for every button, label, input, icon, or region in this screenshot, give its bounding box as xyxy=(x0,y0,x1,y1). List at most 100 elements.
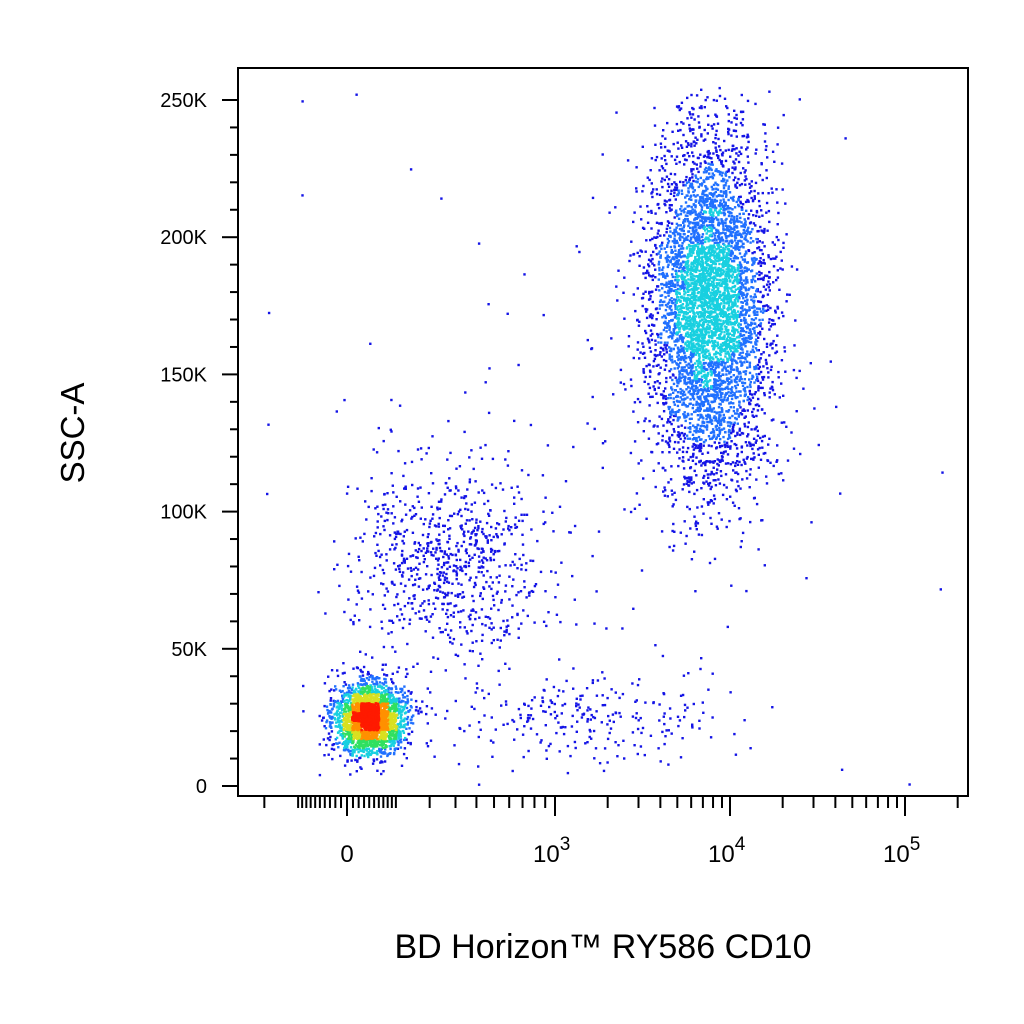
data-point xyxy=(560,561,563,564)
data-point xyxy=(774,257,777,260)
data-point xyxy=(688,371,692,375)
data-point xyxy=(480,457,484,460)
data-point xyxy=(680,345,683,348)
data-point xyxy=(455,487,458,490)
data-point xyxy=(736,452,740,456)
data-point xyxy=(379,755,383,758)
data-point xyxy=(651,323,654,326)
data-point xyxy=(489,559,492,562)
data-point xyxy=(717,155,720,158)
data-point xyxy=(768,354,771,357)
data-point xyxy=(689,356,692,360)
data-point xyxy=(658,415,661,418)
data-point xyxy=(746,268,749,271)
data-point xyxy=(413,594,416,597)
data-point xyxy=(684,419,687,423)
data-point xyxy=(654,244,657,247)
data-point xyxy=(710,185,713,189)
data-point xyxy=(682,282,686,285)
data-point xyxy=(626,159,630,162)
data-point xyxy=(674,198,677,201)
data-point xyxy=(631,682,634,685)
data-point xyxy=(441,630,444,634)
data-point xyxy=(745,321,748,324)
data-point xyxy=(681,456,685,459)
data-point xyxy=(654,276,657,279)
data-point xyxy=(498,574,501,577)
data-point xyxy=(370,477,373,480)
data-point xyxy=(757,385,760,388)
data-point xyxy=(725,373,728,376)
data-point xyxy=(572,445,575,449)
data-point xyxy=(440,498,443,501)
data-point xyxy=(769,461,772,464)
data-point xyxy=(644,307,647,311)
data-point xyxy=(776,126,780,129)
data-point xyxy=(438,507,442,510)
data-point xyxy=(650,157,654,160)
data-point xyxy=(736,233,739,236)
data-point xyxy=(437,500,441,503)
data-point xyxy=(557,721,560,724)
data-point xyxy=(266,492,269,496)
data-point xyxy=(666,274,669,278)
data-point xyxy=(407,601,410,605)
data-point xyxy=(343,398,346,402)
data-point xyxy=(702,171,706,174)
data-point xyxy=(694,213,697,216)
data-point xyxy=(610,688,613,691)
data-point xyxy=(670,208,673,211)
data-point xyxy=(603,747,607,750)
data-point xyxy=(437,563,440,566)
data-point xyxy=(658,222,661,225)
data-point xyxy=(696,235,699,238)
data-point xyxy=(736,242,740,245)
data-point xyxy=(403,691,406,694)
data-point xyxy=(487,411,491,415)
data-point xyxy=(332,703,336,706)
data-point xyxy=(733,168,736,171)
data-point xyxy=(698,430,701,433)
data-point xyxy=(747,433,750,436)
data-point xyxy=(727,214,731,218)
data-point xyxy=(631,731,635,734)
data-point xyxy=(517,363,520,367)
data-point xyxy=(359,766,362,769)
data-point xyxy=(748,232,751,235)
data-point xyxy=(721,392,724,395)
data-point xyxy=(688,366,691,369)
data-point xyxy=(739,171,742,175)
data-point xyxy=(664,322,667,325)
data-point xyxy=(420,617,423,620)
data-point xyxy=(748,186,752,189)
data-point xyxy=(725,399,728,402)
data-point xyxy=(698,388,701,392)
data-point xyxy=(751,348,754,351)
data-point xyxy=(320,719,324,722)
data-point xyxy=(720,408,724,411)
data-point xyxy=(677,464,680,468)
data-point xyxy=(753,197,756,200)
data-point xyxy=(714,378,717,381)
data-point xyxy=(489,739,493,742)
data-point xyxy=(688,437,691,440)
data-point xyxy=(450,591,453,595)
data-point xyxy=(645,308,649,311)
data-point xyxy=(763,245,766,248)
data-point xyxy=(713,369,716,372)
data-point xyxy=(440,197,443,200)
data-point xyxy=(715,396,718,399)
data-point xyxy=(755,148,758,151)
data-point xyxy=(690,478,693,481)
data-point xyxy=(677,105,681,108)
data-point xyxy=(372,448,375,451)
data-point xyxy=(463,534,466,538)
data-point xyxy=(680,205,683,208)
data-point xyxy=(730,381,733,384)
data-point xyxy=(662,424,665,427)
data-point xyxy=(735,489,738,493)
data-point xyxy=(692,353,695,356)
data-point xyxy=(690,93,693,97)
data-point xyxy=(511,585,514,588)
data-point xyxy=(438,546,442,550)
